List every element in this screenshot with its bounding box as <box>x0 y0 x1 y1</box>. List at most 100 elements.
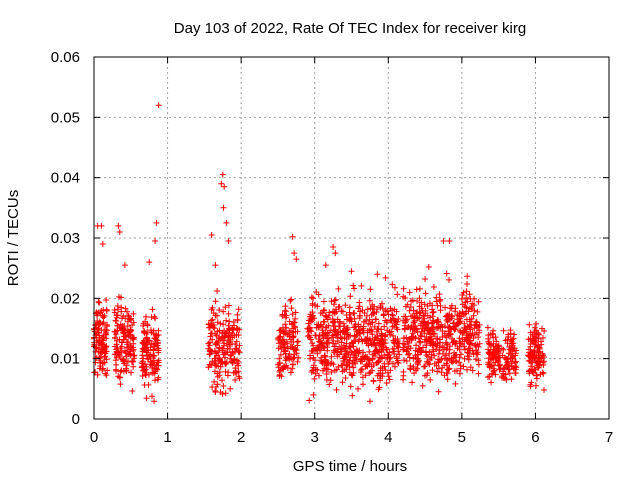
data-point <box>490 349 497 356</box>
data-point <box>448 305 455 312</box>
data-point <box>400 346 407 353</box>
data-point <box>422 276 429 282</box>
data-point <box>95 309 102 316</box>
data-point <box>382 307 389 314</box>
data-point <box>217 320 224 327</box>
data-point <box>340 320 347 327</box>
data-point <box>225 322 232 329</box>
data-point <box>287 369 294 376</box>
data-point <box>441 330 448 337</box>
data-point <box>124 339 130 346</box>
data-point <box>443 270 450 277</box>
data-point <box>475 370 482 377</box>
data-point <box>95 298 102 305</box>
data-point <box>130 319 137 326</box>
data-point <box>456 335 463 342</box>
data-point <box>283 324 290 331</box>
data-point <box>356 299 363 306</box>
data-point <box>512 363 519 370</box>
data-point <box>436 344 443 351</box>
data-point <box>104 367 111 374</box>
data-point <box>437 307 444 314</box>
data-point <box>207 324 213 331</box>
data-point <box>337 334 344 341</box>
data-point <box>214 288 221 294</box>
data-point <box>142 371 149 378</box>
data-point <box>332 326 339 333</box>
data-point <box>424 303 431 309</box>
data-point <box>369 356 376 363</box>
data-point <box>464 281 470 287</box>
data-point <box>409 379 416 386</box>
data-point <box>222 333 228 340</box>
data-point <box>422 363 429 370</box>
data-point <box>498 373 505 380</box>
data-point <box>425 264 432 270</box>
data-point <box>222 304 229 311</box>
data-point <box>375 358 382 365</box>
data-point <box>232 377 239 383</box>
data-point <box>365 320 372 327</box>
data-point <box>211 378 218 385</box>
data-point <box>234 360 241 367</box>
data-point <box>213 362 220 369</box>
data-point <box>392 284 398 291</box>
data-point <box>475 361 482 368</box>
data-point <box>367 305 374 312</box>
data-point <box>285 345 291 352</box>
data-point <box>277 351 284 358</box>
data-point <box>128 369 134 376</box>
data-point <box>475 334 482 341</box>
data-point <box>468 315 475 322</box>
data-point <box>311 375 318 382</box>
data-point <box>118 308 125 315</box>
y-tick-label: 0.05 <box>51 109 80 126</box>
data-point <box>419 307 426 314</box>
data-point <box>456 359 463 366</box>
data-point <box>442 323 448 330</box>
data-point <box>527 381 534 388</box>
data-point <box>389 312 396 319</box>
data-point <box>224 349 231 356</box>
data-point <box>528 368 535 375</box>
data-point <box>389 323 396 330</box>
data-point <box>342 302 349 309</box>
data-point <box>288 296 295 303</box>
data-point <box>488 379 495 386</box>
data-point <box>214 312 220 319</box>
data-point <box>374 271 381 278</box>
data-point <box>344 331 351 338</box>
data-point <box>395 360 402 366</box>
data-point <box>310 342 317 349</box>
data-point <box>315 291 322 298</box>
data-point <box>363 317 370 324</box>
data-point <box>463 294 470 301</box>
data-point <box>148 341 155 348</box>
data-point <box>101 327 108 334</box>
data-point <box>460 329 467 336</box>
data-point <box>423 352 430 359</box>
data-point <box>279 313 286 319</box>
data-point <box>371 303 378 310</box>
data-point <box>335 285 342 292</box>
data-point <box>228 351 235 358</box>
data-point <box>153 219 160 226</box>
data-point <box>528 338 535 345</box>
data-point <box>130 348 136 354</box>
data-point <box>154 376 161 383</box>
data-point <box>341 342 347 349</box>
data-point <box>127 343 134 349</box>
data-point <box>347 383 354 390</box>
data-point <box>437 296 444 303</box>
data-point <box>355 385 361 392</box>
data-point <box>99 241 106 247</box>
data-point <box>467 326 474 333</box>
data-point <box>331 297 338 304</box>
data-point <box>366 370 373 377</box>
data-point <box>154 339 161 346</box>
data-point <box>394 326 401 333</box>
data-point <box>282 303 289 310</box>
data-point <box>485 338 492 345</box>
data-point <box>235 306 242 313</box>
data-point <box>103 297 110 303</box>
